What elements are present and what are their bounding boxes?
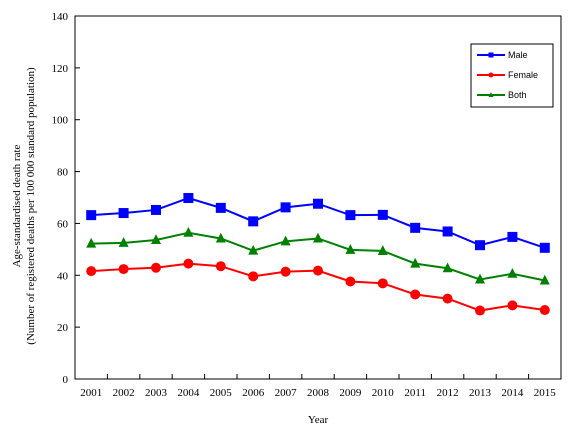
x-tick-label: 2007 xyxy=(275,387,298,399)
x-tick-label: 2004 xyxy=(177,387,200,399)
data-point-both xyxy=(248,244,259,255)
data-point-male xyxy=(345,210,356,221)
data-point-male xyxy=(151,204,161,215)
data-series xyxy=(86,193,550,316)
legend: Male Female Both xyxy=(470,43,554,108)
plot-frame xyxy=(74,15,562,380)
data-point-female xyxy=(313,265,323,276)
data-point-both xyxy=(183,227,194,237)
series-female xyxy=(86,258,550,316)
y-axis-ticks: 0 20 40 60 80 100 120 140 xyxy=(52,11,80,386)
data-point-both xyxy=(151,234,161,245)
y-tick-label: 60 xyxy=(57,218,69,230)
data-point-both xyxy=(442,262,453,273)
data-point-female xyxy=(345,276,356,287)
data-point-both xyxy=(215,232,226,243)
data-point-female xyxy=(86,266,97,277)
data-point-male xyxy=(539,242,550,253)
legend-label-both: Both xyxy=(508,90,527,100)
data-point-male xyxy=(118,208,129,219)
legend-marker-female xyxy=(488,72,494,78)
y-axis-label-line-1: Age-standardised death rate xyxy=(11,144,23,267)
data-point-both xyxy=(410,257,421,268)
data-point-both xyxy=(507,267,518,278)
x-tick-label: 2010 xyxy=(372,387,395,399)
data-point-female xyxy=(215,261,226,272)
data-point-male xyxy=(313,198,323,209)
series-male xyxy=(86,193,550,253)
x-axis-label: Year xyxy=(308,414,329,426)
data-point-male xyxy=(475,240,485,251)
legend-label-female: Female xyxy=(508,70,538,80)
series-both xyxy=(86,227,550,285)
y-axis-label-line-2: (Number of registered deaths per 100 000… xyxy=(25,67,37,345)
x-tick-label: 2012 xyxy=(437,387,459,399)
x-tick-label: 2015 xyxy=(534,387,557,399)
y-tick-label: 100 xyxy=(52,115,69,127)
data-point-male xyxy=(507,231,518,242)
y-axis-label: Age-standardised death rate (Number of r… xyxy=(11,67,37,345)
data-point-male xyxy=(86,210,97,221)
data-point-both xyxy=(280,235,291,246)
x-tick-label: 2014 xyxy=(501,387,524,399)
data-point-male xyxy=(280,202,291,213)
y-tick-label: 140 xyxy=(52,11,69,23)
x-tick-label: 2005 xyxy=(210,387,233,399)
data-point-both xyxy=(118,237,129,247)
data-point-male xyxy=(215,202,226,213)
data-point-female xyxy=(410,289,421,300)
x-tick-label: 2001 xyxy=(80,387,102,399)
data-point-female xyxy=(539,305,550,316)
x-tick-label: 2003 xyxy=(145,387,168,399)
data-point-both xyxy=(475,273,485,284)
legend-label-male: Male xyxy=(508,50,528,60)
data-point-female xyxy=(507,300,518,311)
data-point-male xyxy=(377,209,388,220)
y-tick-label: 120 xyxy=(52,63,69,75)
data-point-both xyxy=(539,274,550,285)
y-tick-label: 0 xyxy=(63,374,69,386)
x-tick-label: 2011 xyxy=(404,387,426,399)
data-point-female xyxy=(183,258,194,269)
data-point-both xyxy=(345,244,356,254)
data-point-both xyxy=(86,237,97,248)
x-axis-ticks: 2001 2002 2003 2004 2005 2006 2007 2008 2009 2010… xyxy=(74,374,562,399)
data-point-female xyxy=(118,264,129,275)
data-point-female xyxy=(248,271,259,282)
data-point-male xyxy=(183,193,194,204)
x-tick-label: 2006 xyxy=(242,387,265,399)
x-tick-label: 2013 xyxy=(469,387,492,399)
data-point-female xyxy=(377,278,388,289)
legend-marker-male xyxy=(488,52,494,58)
x-tick-label: 2009 xyxy=(339,387,362,399)
data-point-female xyxy=(151,262,161,273)
data-point-male xyxy=(410,222,421,233)
x-tick-label: 2002 xyxy=(113,387,135,399)
y-tick-label: 40 xyxy=(57,270,69,282)
legend-marker-both xyxy=(488,92,494,98)
data-point-female xyxy=(475,305,485,316)
legend-item-female: Female xyxy=(477,70,538,80)
legend-item-male: Male xyxy=(477,50,528,60)
legend-item-both: Both xyxy=(477,90,527,100)
y-tick-label: 80 xyxy=(57,167,69,179)
data-point-both xyxy=(377,245,388,255)
data-point-both xyxy=(313,232,323,243)
data-point-male xyxy=(442,226,453,237)
axes xyxy=(74,15,562,380)
data-point-female xyxy=(280,266,291,277)
data-point-female xyxy=(442,293,453,304)
y-tick-label: 20 xyxy=(57,322,69,334)
data-point-male xyxy=(248,216,259,227)
x-tick-label: 2008 xyxy=(307,387,330,399)
